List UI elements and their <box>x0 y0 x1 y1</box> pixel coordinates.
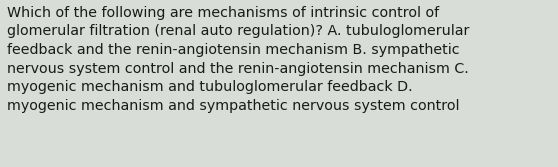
Text: Which of the following are mechanisms of intrinsic control of
glomerular filtrat: Which of the following are mechanisms of… <box>7 6 470 113</box>
